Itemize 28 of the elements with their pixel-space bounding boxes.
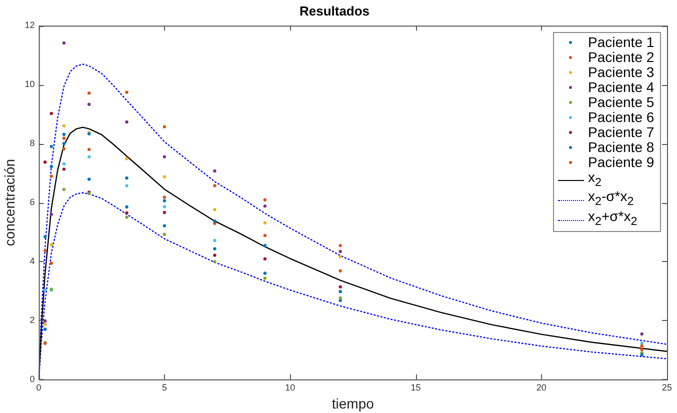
y-tick-label: 12 <box>24 20 35 30</box>
y-tick-label: 2 <box>30 314 35 325</box>
y-tick-label: 10 <box>24 79 35 90</box>
x-tick-label: 10 <box>285 382 296 392</box>
legend-label: Paciente 1 <box>588 34 654 50</box>
legend-label: Paciente 3 <box>588 64 654 80</box>
legend-label: x$_{2}$+σ*x$_{2}$ <box>588 208 638 229</box>
legend-label: Paciente 2 <box>588 48 654 65</box>
x-tick-label: 0 <box>36 382 42 392</box>
legend-label: Paciente 9 <box>588 154 654 170</box>
legend-label: Paciente 5 <box>588 94 654 110</box>
y-tick-label: 0 <box>30 374 35 384</box>
legend-label: Paciente 6 <box>588 108 654 125</box>
y-tick-label: 8 <box>30 138 35 148</box>
x-tick-label: 20 <box>536 382 546 392</box>
x-axis-title: tiempo <box>332 395 374 412</box>
legend-label: x$_{2}$-σ*x$_{2}$ <box>588 188 634 210</box>
x-tick-label: 5 <box>162 382 167 392</box>
legend-label: Paciente 4 <box>588 78 654 95</box>
y-tick-label: 6 <box>30 196 35 207</box>
chart-title: Resultados <box>299 3 370 18</box>
legend-label: x$_{2}$ <box>588 168 602 190</box>
y-axis-title: concentración <box>1 158 18 246</box>
legend-label: Paciente 7 <box>588 124 654 140</box>
y-tick-label: 4 <box>30 256 35 266</box>
x-tick-label: 15 <box>410 382 421 392</box>
x-tick-label: 25 <box>662 382 672 392</box>
legend-label: Paciente 8 <box>588 138 654 155</box>
